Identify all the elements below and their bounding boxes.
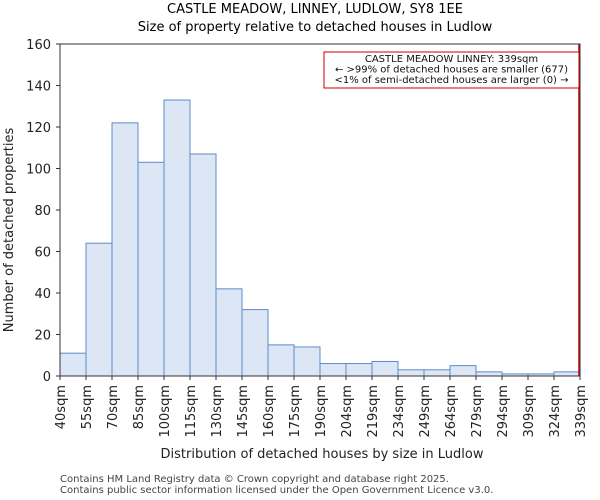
x-tick-label: 190sqm: [314, 385, 329, 438]
x-tick-label: 40sqm: [54, 385, 69, 429]
y-tick-label: 80: [34, 204, 51, 219]
histogram-bar: [85, 242, 113, 377]
y-tick-label: 60: [34, 246, 51, 261]
histogram-bar: [319, 363, 347, 377]
chart-title: CASTLE MEADOW, LINNEY, LUDLOW, SY8 1EE: [167, 2, 463, 17]
x-tick-label: 204sqm: [340, 385, 355, 438]
histogram-bar: [189, 153, 217, 377]
annotation-line-2: ← >99% of detached houses are smaller (6…: [335, 65, 568, 76]
y-tick-label: 120: [26, 121, 51, 136]
x-tick-label: 279sqm: [470, 385, 485, 438]
histogram-bar: [293, 346, 321, 377]
histogram-bar: [137, 161, 165, 377]
x-axis-ticks: 40sqm 55sqm 70sqm 85sqm 100sqm 115sqm 130sqm 14…: [54, 376, 589, 438]
x-tick-label: 294sqm: [496, 385, 511, 438]
histogram-bar: [267, 344, 295, 377]
y-axis-ticks: 0 20 40 60 80 100 120 140 160: [26, 38, 60, 385]
x-tick-label: 234sqm: [392, 385, 407, 438]
chart-subtitle: Size of property relative to detached ho…: [138, 20, 493, 35]
histogram-bar: [345, 363, 373, 377]
x-axis-label: Distribution of detached houses by size …: [161, 447, 484, 462]
y-tick-label: 140: [26, 80, 51, 95]
histogram-bar: [59, 352, 87, 377]
x-tick-label: 160sqm: [262, 385, 277, 438]
footer-copyright: Contains HM Land Registry data © Crown c…: [60, 474, 449, 485]
histogram-bar: [423, 369, 451, 377]
histogram-bar: [397, 369, 425, 377]
histogram-bar: [449, 365, 477, 377]
x-tick-label: 145sqm: [236, 385, 251, 438]
x-tick-label: 70sqm: [106, 385, 121, 429]
x-tick-label: 309sqm: [522, 385, 537, 438]
x-tick-label: 264sqm: [444, 385, 459, 438]
x-tick-label: 85sqm: [132, 385, 147, 429]
histogram-bar: [553, 371, 581, 377]
annotation-box: CASTLE MEADOW LINNEY: 339sqm ← >99% of d…: [323, 51, 580, 89]
y-tick-label: 160: [26, 38, 51, 53]
y-tick-label: 20: [34, 329, 51, 344]
histogram-bar: [111, 122, 139, 377]
x-tick-label: 55sqm: [80, 385, 95, 429]
histogram-bar: [215, 288, 243, 377]
x-tick-label: 249sqm: [418, 385, 433, 438]
histogram-bar: [475, 371, 503, 377]
y-tick-label: 40: [34, 287, 51, 302]
y-tick-label: 100: [26, 163, 51, 178]
x-tick-label: 219sqm: [366, 385, 381, 438]
x-tick-label: 115sqm: [184, 385, 199, 438]
y-tick-label: 0: [43, 370, 51, 385]
x-tick-label: 339sqm: [574, 385, 589, 438]
histogram-bar: [163, 99, 191, 377]
annotation-frame: [323, 51, 580, 89]
x-tick-label: 175sqm: [288, 385, 303, 438]
x-tick-label: 100sqm: [158, 385, 173, 438]
footer-licence: Contains public sector information licen…: [60, 485, 494, 496]
y-axis-label: Number of detached properties: [2, 128, 17, 333]
histogram-bar: [371, 360, 399, 377]
bar-group: [59, 99, 581, 377]
x-tick-label: 130sqm: [210, 385, 225, 438]
annotation-line-1: CASTLE MEADOW LINNEY: 339sqm: [365, 54, 538, 65]
histogram-bar: [241, 309, 269, 377]
x-tick-label: 324sqm: [548, 385, 563, 438]
annotation-line-3: <1% of semi-detached houses are larger (…: [334, 75, 568, 86]
